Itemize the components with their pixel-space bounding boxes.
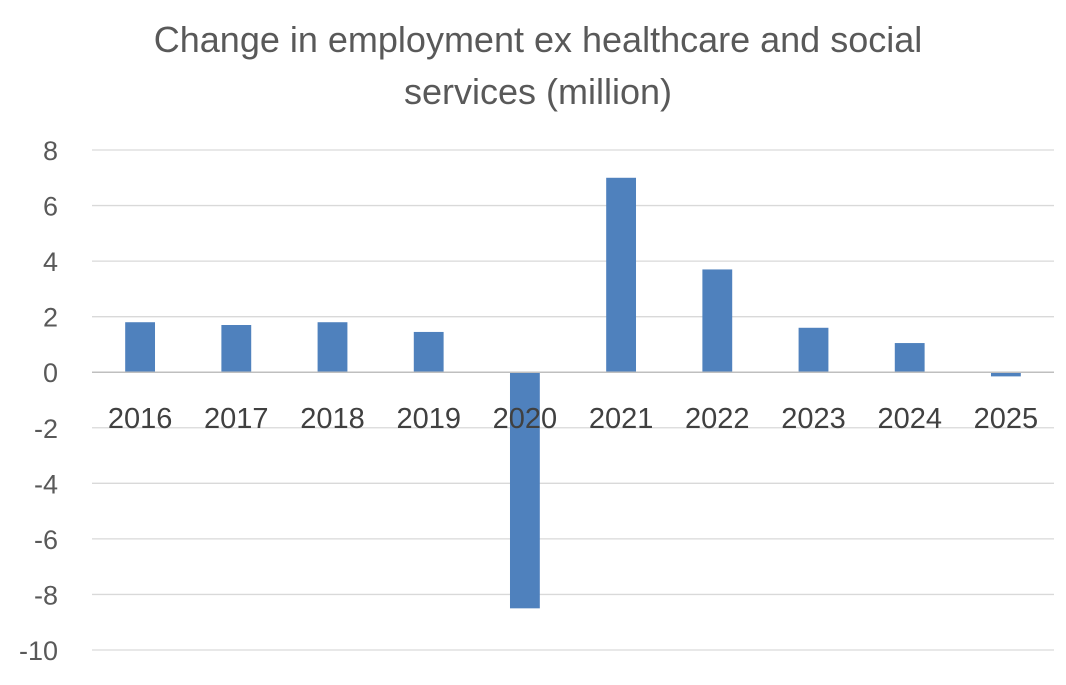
y-tick-label: -4	[34, 469, 58, 499]
x-axis-ticks: 2016 2017 2018 2019 2020 2021 2022 2023 2024 2025	[108, 403, 1038, 435]
x-tick-label: 2023	[781, 403, 846, 435]
y-tick-label: 6	[43, 192, 58, 222]
y-tick-label: -6	[34, 525, 58, 555]
x-tick-label: 2021	[589, 403, 654, 435]
x-tick-label: 2022	[685, 403, 750, 435]
y-tick-label: 4	[43, 247, 58, 277]
chart-title-line-2: services (million)	[404, 71, 672, 112]
x-tick-label: 2019	[396, 403, 461, 435]
bar-2023	[798, 327, 829, 373]
bar-2016	[125, 322, 156, 373]
bar-2018	[317, 322, 348, 373]
y-tick-label: -8	[34, 580, 58, 610]
gridlines	[92, 149, 1054, 651]
x-tick-label: 2018	[300, 403, 365, 435]
bar-2025	[990, 372, 1021, 377]
y-tick-label: 8	[43, 136, 58, 166]
chart-title-line-1: Change in employment ex healthcare and s…	[154, 19, 922, 60]
bar-2020	[509, 372, 540, 609]
bar-2021	[606, 177, 637, 373]
x-tick-label: 2020	[493, 403, 558, 435]
y-tick-label: -2	[34, 414, 58, 444]
bar-2024	[894, 343, 925, 373]
x-tick-label: 2016	[108, 403, 173, 435]
bar-2019	[413, 331, 444, 373]
x-tick-label: 2024	[877, 403, 942, 435]
y-tick-label: 2	[43, 303, 58, 333]
y-tick-label: 0	[43, 358, 58, 388]
y-tick-label: -10	[19, 636, 58, 666]
bar-2017	[221, 325, 252, 373]
x-tick-label: 2017	[204, 403, 269, 435]
x-tick-label: 2025	[974, 403, 1039, 435]
bar-2022	[702, 269, 733, 373]
y-axis-ticks: 8 6 4 2 0 -2 -4 -6 -8 -10	[19, 136, 58, 666]
bars	[125, 177, 1021, 609]
